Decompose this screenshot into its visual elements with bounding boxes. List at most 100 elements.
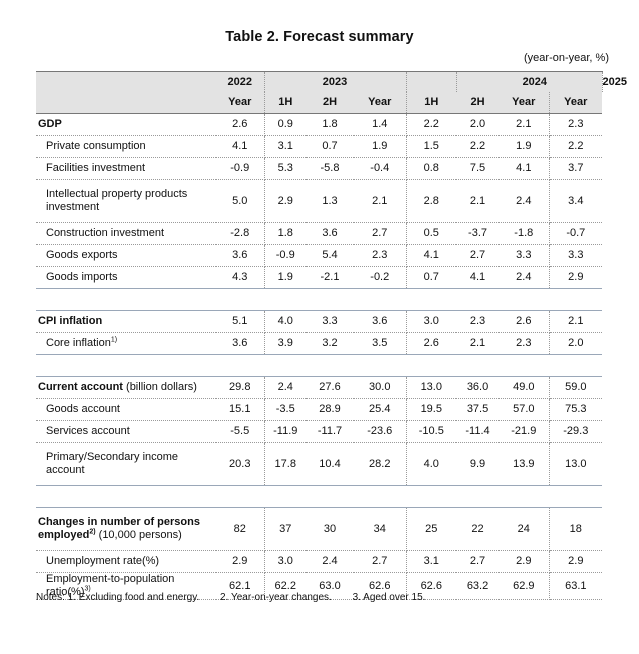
value-cell: -2.8	[216, 222, 265, 245]
section-spacer	[36, 486, 602, 508]
value-cell: 59.0	[549, 376, 603, 399]
value-cell: 2.2	[406, 113, 457, 136]
row-label-text: Employment-to-population ratio(%)	[46, 573, 175, 598]
value-cell: 29.8	[216, 376, 265, 399]
value-cell: 1.5	[406, 135, 457, 158]
row-label: Changes in number of persons employed2) …	[36, 507, 216, 551]
table-row: Private consumption 4.1 3.1 0.7 1.9 1.5 2.2 1.9…	[36, 135, 603, 158]
value-cell: 63.2	[456, 572, 500, 600]
value-cell: 27.6	[306, 376, 354, 399]
value-cell: 2.4	[264, 376, 306, 399]
period-header: 1H	[264, 92, 306, 114]
row-label: Goods exports	[36, 244, 216, 267]
value-cell: 2.6	[499, 310, 550, 333]
value-cell: -11.4	[456, 420, 500, 443]
footnote-marker: 2)	[89, 528, 96, 536]
row-label-text: Current account	[38, 381, 123, 393]
value-cell: 2.4	[499, 266, 550, 289]
value-cell: 10.4	[306, 442, 354, 486]
row-label-text: Facilities investment	[46, 162, 146, 174]
value-cell: 5.3	[264, 157, 306, 180]
value-cell: -0.2	[354, 266, 407, 289]
value-cell: 28.9	[306, 398, 354, 421]
value-cell: 1.3	[306, 179, 354, 223]
value-cell: 2.1	[549, 310, 603, 333]
year-2024-pad	[549, 71, 603, 92]
value-cell: -3.7	[456, 222, 500, 245]
spacer-cell	[36, 289, 216, 311]
spacer-cell	[216, 289, 264, 311]
value-cell: 2.4	[499, 179, 550, 223]
row-label: Current account (billion dollars)	[36, 376, 216, 399]
value-cell: -0.9	[216, 157, 265, 180]
value-cell: 0.9	[264, 113, 306, 136]
value-cell: 2.9	[216, 550, 265, 573]
value-cell: 28.2	[354, 442, 407, 486]
value-cell: 4.1	[406, 244, 457, 267]
value-cell: 3.3	[306, 310, 354, 333]
value-cell: 4.3	[216, 266, 265, 289]
value-cell: 20.3	[216, 442, 265, 486]
value-cell: 4.1	[216, 135, 265, 158]
spacer-cell	[499, 289, 549, 311]
value-cell: 3.4	[549, 179, 603, 223]
year-2022: 2022	[216, 71, 265, 92]
spacer-cell	[499, 486, 549, 508]
row-label: Facilities investment	[36, 157, 216, 180]
footnote-marker: 3)	[84, 585, 91, 593]
value-cell: 2.7	[354, 222, 407, 245]
value-cell: 2.9	[499, 550, 550, 573]
table-row: Goods imports 4.3 1.9 -2.1 -0.2 0.7 4.1 2.4 2.9	[36, 266, 603, 289]
value-cell: 3.6	[216, 244, 265, 267]
row-label-text: Changes in number of persons employed	[38, 516, 200, 541]
value-cell: 30.0	[354, 376, 407, 399]
spacer-cell	[456, 355, 499, 377]
row-label-text: Services account	[46, 425, 130, 437]
value-cell: 19.5	[406, 398, 457, 421]
value-cell: 2.7	[354, 550, 407, 573]
value-cell: 2.8	[406, 179, 457, 223]
value-cell: 0.7	[306, 135, 354, 158]
value-cell: 1.8	[264, 222, 306, 245]
value-cell: 24	[499, 507, 550, 551]
row-label-text: Primary/Secondary income account	[46, 451, 179, 476]
row-label: Goods imports	[36, 266, 216, 289]
table-row: Core inflation1) 3.6 3.9 3.2 3.5 2.6 2.1 2.3 2.0	[36, 332, 603, 355]
value-cell: 1.4	[354, 113, 407, 136]
value-cell: -10.5	[406, 420, 457, 443]
forecast-table: 2022 2023 2024 2025 Year 1H 2H Year 1H 2…	[36, 71, 627, 600]
note-2: 2. Year-on-year changes.	[220, 592, 332, 603]
value-cell: -11.9	[264, 420, 306, 443]
value-cell: 2.0	[549, 332, 603, 355]
value-cell: 7.5	[456, 157, 500, 180]
row-label: Employment-to-population ratio(%)3)	[36, 572, 216, 600]
value-cell: 2.3	[456, 310, 500, 333]
value-cell: 3.6	[354, 310, 407, 333]
spacer-cell	[216, 355, 264, 377]
row-label: Services account	[36, 420, 216, 443]
value-cell: 4.0	[264, 310, 306, 333]
row-label-text: Intellectual property products investmen…	[46, 188, 188, 213]
spacer-cell	[264, 486, 306, 508]
value-cell: 0.5	[406, 222, 457, 245]
table-notes: Notes: 1. Excluding food and energy. 2. …	[36, 592, 443, 603]
value-cell: 0.8	[406, 157, 457, 180]
value-cell: 63.1	[549, 572, 603, 600]
period-header: 1H	[406, 92, 457, 114]
row-label-unit: (10,000 persons)	[95, 529, 182, 541]
row-label-unit: (billion dollars)	[122, 381, 197, 393]
table-row: Goods exports 3.6 -0.9 5.4 2.3 4.1 2.7 3.3 3.3	[36, 244, 603, 267]
row-label-text: Unemployment rate(%)	[46, 555, 160, 567]
row-label: Private consumption	[36, 135, 216, 158]
header-blank	[36, 92, 216, 114]
spacer-cell	[216, 486, 264, 508]
value-cell: -0.7	[549, 222, 603, 245]
header-blank	[36, 71, 216, 92]
spacer-cell	[549, 355, 602, 377]
value-cell: 25.4	[354, 398, 407, 421]
value-cell: -23.6	[354, 420, 407, 443]
value-cell: 34	[354, 507, 407, 551]
value-cell: 2.4	[306, 550, 354, 573]
value-cell: 1.9	[264, 266, 306, 289]
value-cell: 2.1	[499, 113, 550, 136]
